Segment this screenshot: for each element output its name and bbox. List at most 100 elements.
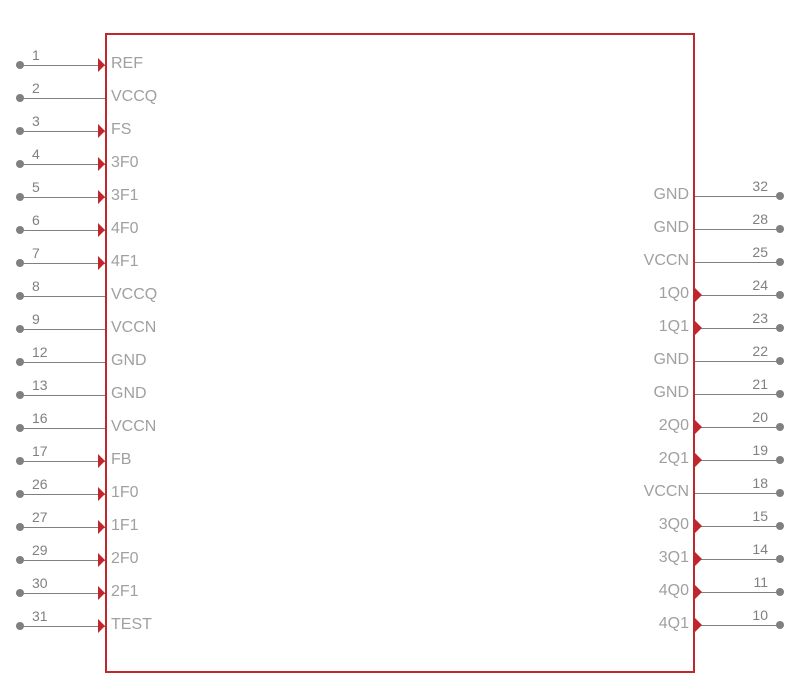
pin-wire <box>20 65 105 66</box>
pin-endpoint <box>16 127 24 135</box>
pin-number: 23 <box>752 310 768 326</box>
pin-wire <box>20 461 105 462</box>
pin-label: GND <box>653 384 689 402</box>
input-arrow-icon <box>98 157 105 171</box>
pin-wire <box>695 460 780 461</box>
pin-label: FB <box>111 451 131 469</box>
pin-label: VCCN <box>644 483 689 501</box>
pin-label: GND <box>653 219 689 237</box>
pin-endpoint <box>16 193 24 201</box>
pin-label: VCCN <box>111 319 156 337</box>
pin-number: 1 <box>32 47 40 63</box>
pin-endpoint <box>16 259 24 267</box>
output-arrow-icon <box>695 552 702 566</box>
output-arrow-icon <box>695 453 702 467</box>
pin-endpoint <box>16 358 24 366</box>
pin-number: 7 <box>32 245 40 261</box>
pin-label: VCCN <box>111 418 156 436</box>
pin-wire <box>695 262 780 263</box>
pin-endpoint <box>776 390 784 398</box>
pin-number: 24 <box>752 277 768 293</box>
pin-label: 3Q1 <box>659 549 689 567</box>
pin-number: 16 <box>32 410 48 426</box>
pin-label: 1F0 <box>111 484 139 502</box>
pin-label: 2F0 <box>111 550 139 568</box>
pin-number: 25 <box>752 244 768 260</box>
pin-label: 3F0 <box>111 154 139 172</box>
pin-number: 11 <box>753 574 768 590</box>
pin-number: 28 <box>752 211 768 227</box>
pin-label: 2Q1 <box>659 450 689 468</box>
pin-wire <box>20 329 105 330</box>
pin-endpoint <box>776 258 784 266</box>
pin-label: GND <box>111 352 147 370</box>
ic-pinout-diagram: 1REF2VCCQ3FS43F053F164F074F18VCCQ9VCCN12… <box>0 0 800 695</box>
pin-wire <box>20 230 105 231</box>
pin-endpoint <box>16 622 24 630</box>
pin-wire <box>695 328 780 329</box>
pin-wire <box>20 395 105 396</box>
pin-wire <box>20 263 105 264</box>
pin-number: 29 <box>32 542 48 558</box>
pin-label: 4F1 <box>111 253 139 271</box>
pin-number: 15 <box>752 508 768 524</box>
pin-label: FS <box>111 121 131 139</box>
pin-number: 8 <box>32 278 40 294</box>
pin-wire <box>20 296 105 297</box>
input-arrow-icon <box>98 619 105 633</box>
pin-label: 4F0 <box>111 220 139 238</box>
input-arrow-icon <box>98 58 105 72</box>
pin-wire <box>20 362 105 363</box>
pin-wire <box>695 229 780 230</box>
input-arrow-icon <box>98 256 105 270</box>
pin-number: 14 <box>752 541 768 557</box>
output-arrow-icon <box>695 618 702 632</box>
pin-label: 3F1 <box>111 187 139 205</box>
pin-number: 32 <box>752 178 768 194</box>
pin-label: 4Q1 <box>659 615 689 633</box>
pin-wire <box>20 560 105 561</box>
pin-number: 20 <box>752 409 768 425</box>
pin-label: VCCQ <box>111 286 157 304</box>
pin-wire <box>695 394 780 395</box>
pin-endpoint <box>776 555 784 563</box>
pin-endpoint <box>16 292 24 300</box>
pin-number: 9 <box>32 311 40 327</box>
pin-label: 1Q0 <box>659 285 689 303</box>
pin-wire <box>20 494 105 495</box>
input-arrow-icon <box>98 487 105 501</box>
pin-endpoint <box>16 61 24 69</box>
pin-number: 5 <box>32 179 40 195</box>
pin-endpoint <box>16 325 24 333</box>
pin-endpoint <box>16 457 24 465</box>
pin-number: 2 <box>32 80 40 96</box>
pin-wire <box>695 295 780 296</box>
output-arrow-icon <box>695 288 702 302</box>
pin-number: 30 <box>32 575 48 591</box>
input-arrow-icon <box>98 124 105 138</box>
pin-wire <box>20 626 105 627</box>
output-arrow-icon <box>695 420 702 434</box>
pin-wire <box>20 131 105 132</box>
pin-number: 31 <box>32 608 48 624</box>
pin-endpoint <box>776 489 784 497</box>
pin-number: 13 <box>32 377 48 393</box>
pin-endpoint <box>776 357 784 365</box>
output-arrow-icon <box>695 519 702 533</box>
input-arrow-icon <box>98 454 105 468</box>
input-arrow-icon <box>98 520 105 534</box>
pin-wire <box>20 164 105 165</box>
pin-label: 2Q0 <box>659 417 689 435</box>
pin-endpoint <box>16 94 24 102</box>
input-arrow-icon <box>98 553 105 567</box>
pin-endpoint <box>776 291 784 299</box>
pin-endpoint <box>776 324 784 332</box>
input-arrow-icon <box>98 586 105 600</box>
pin-number: 21 <box>752 376 768 392</box>
pin-endpoint <box>16 490 24 498</box>
pin-wire <box>695 592 780 593</box>
pin-label: 1F1 <box>111 517 139 535</box>
pin-endpoint <box>776 192 784 200</box>
pin-endpoint <box>16 391 24 399</box>
pin-endpoint <box>16 556 24 564</box>
